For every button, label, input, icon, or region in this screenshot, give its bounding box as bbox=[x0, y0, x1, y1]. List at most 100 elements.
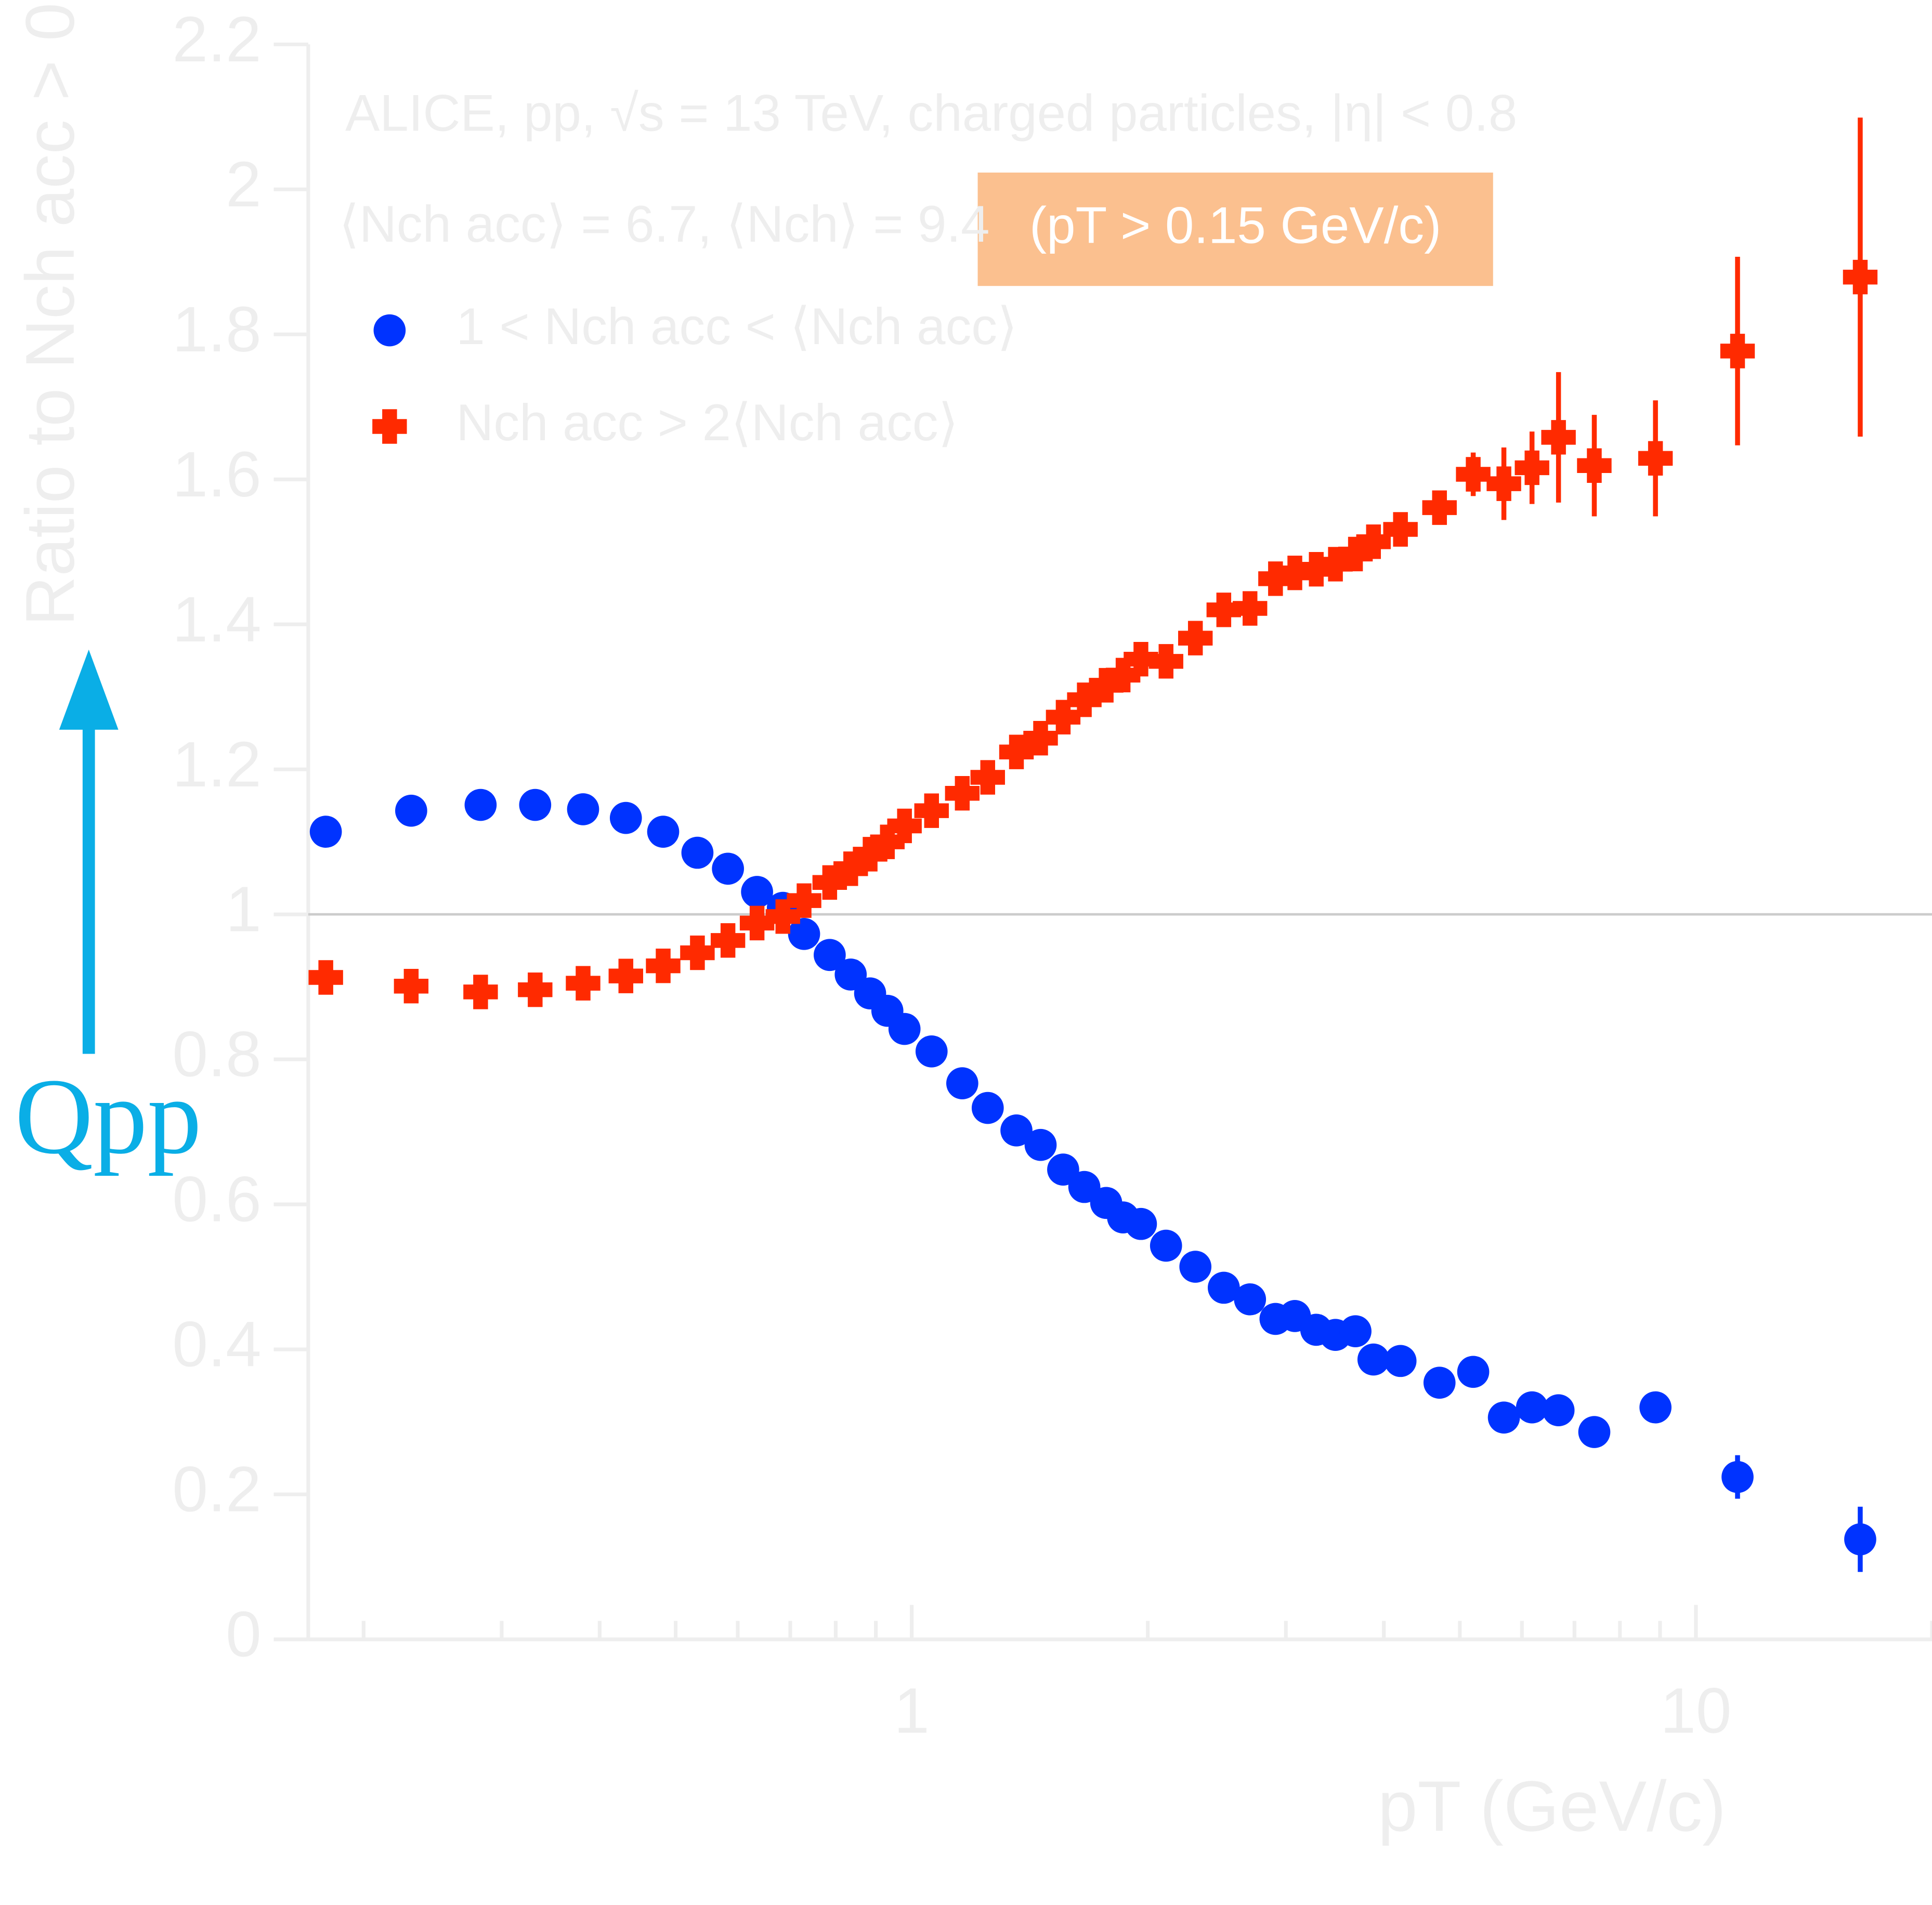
x-tick-label: 1 bbox=[894, 1675, 930, 1747]
point bbox=[888, 1013, 921, 1045]
point bbox=[1046, 700, 1081, 734]
point bbox=[1089, 668, 1124, 703]
point bbox=[1206, 593, 1242, 627]
point bbox=[1423, 1367, 1456, 1399]
point bbox=[814, 939, 846, 971]
point bbox=[1516, 1391, 1548, 1424]
point bbox=[1150, 1229, 1182, 1262]
point bbox=[308, 960, 343, 995]
y-tick-label: 1.2 bbox=[172, 729, 261, 800]
legend-marker bbox=[372, 409, 407, 444]
point bbox=[710, 923, 746, 958]
y-tick-label: 2.2 bbox=[172, 4, 261, 75]
point bbox=[1383, 512, 1418, 547]
point bbox=[1024, 1128, 1057, 1161]
point bbox=[395, 794, 427, 827]
legend-label: 1 < Nch acc < ⟨Nch acc⟩ bbox=[456, 298, 1017, 356]
point bbox=[833, 851, 868, 886]
point bbox=[1208, 1271, 1240, 1304]
point bbox=[680, 935, 715, 970]
y-tick-label: 1 bbox=[226, 874, 262, 945]
point bbox=[914, 793, 949, 828]
chart-title: ALICE, pp, √s = 13 TeV, charged particle… bbox=[345, 85, 1517, 142]
point bbox=[518, 973, 553, 1007]
point bbox=[712, 852, 744, 885]
point bbox=[1720, 334, 1755, 369]
point bbox=[1422, 490, 1457, 525]
point bbox=[787, 883, 821, 918]
y-tick-label: 0.4 bbox=[172, 1309, 261, 1381]
x-axis-label: pT (GeV/c) bbox=[1378, 1766, 1726, 1846]
annotation-arrowhead bbox=[59, 649, 119, 730]
point bbox=[1542, 1394, 1575, 1427]
point bbox=[1541, 420, 1576, 455]
point bbox=[970, 760, 1005, 795]
point bbox=[945, 776, 980, 811]
point bbox=[1457, 1356, 1490, 1388]
point bbox=[519, 789, 552, 821]
point bbox=[309, 816, 342, 848]
point bbox=[971, 1092, 1004, 1124]
y-tick-label: 0 bbox=[226, 1599, 262, 1671]
legend-label: Nch acc > 2⟨Nch acc⟩ bbox=[456, 394, 958, 452]
point bbox=[765, 899, 800, 934]
point bbox=[681, 836, 714, 869]
point bbox=[1843, 259, 1878, 295]
point bbox=[853, 837, 887, 872]
x-tick-label: 10 bbox=[1660, 1675, 1731, 1747]
point bbox=[1299, 552, 1334, 587]
point bbox=[1148, 644, 1183, 679]
point bbox=[1023, 721, 1058, 756]
point bbox=[647, 816, 680, 848]
point bbox=[1384, 1345, 1417, 1377]
point bbox=[646, 948, 681, 983]
y-tick-label: 0.8 bbox=[172, 1019, 261, 1091]
point bbox=[1638, 441, 1673, 476]
point bbox=[788, 917, 820, 950]
point bbox=[1339, 1315, 1372, 1347]
point bbox=[1067, 682, 1102, 717]
y-tick-label: 0.6 bbox=[172, 1164, 261, 1236]
point bbox=[1318, 547, 1353, 582]
point bbox=[1639, 1391, 1672, 1424]
point bbox=[1105, 658, 1141, 693]
point bbox=[812, 865, 847, 900]
point bbox=[1486, 466, 1521, 501]
point bbox=[463, 975, 498, 1009]
point bbox=[567, 793, 599, 825]
point bbox=[394, 969, 429, 1004]
point bbox=[1178, 621, 1213, 655]
point bbox=[1124, 641, 1158, 677]
point bbox=[1721, 1461, 1754, 1493]
annotation: Qpp bbox=[15, 1057, 201, 1177]
point bbox=[609, 802, 642, 834]
y-tick-label: 0.2 bbox=[172, 1454, 261, 1526]
point bbox=[1456, 457, 1491, 492]
point bbox=[739, 905, 775, 941]
highlight-box bbox=[977, 172, 1493, 286]
point bbox=[464, 789, 497, 821]
point bbox=[1047, 1153, 1079, 1186]
y-tick-label: 2 bbox=[226, 149, 262, 220]
legend-marker bbox=[373, 314, 406, 347]
point bbox=[1577, 448, 1612, 483]
point bbox=[608, 958, 643, 993]
point bbox=[999, 734, 1034, 769]
plot-area: 0 0.2 0.4 0.6 0.8 1 1.2 1.4 1.6 1.8 2 2.2 1 10 1 < Nch… bbox=[172, 4, 1932, 1747]
point bbox=[741, 876, 773, 908]
point bbox=[1233, 591, 1268, 626]
point bbox=[1844, 1523, 1876, 1556]
point bbox=[1000, 1114, 1033, 1147]
point bbox=[1234, 1283, 1267, 1316]
y-tick-label: 1.8 bbox=[172, 294, 261, 365]
point bbox=[915, 1035, 948, 1068]
chart-subtitle: ⟨Nch acc⟩ = 6.7, ⟨Nch⟩ = 9.4 bbox=[339, 195, 989, 253]
highlight-text: (pT > 0.15 GeV/c) bbox=[1029, 196, 1441, 254]
point bbox=[1487, 1401, 1520, 1434]
point bbox=[1357, 1343, 1390, 1376]
point bbox=[1515, 450, 1549, 485]
point bbox=[1338, 536, 1373, 572]
point bbox=[1277, 555, 1312, 590]
